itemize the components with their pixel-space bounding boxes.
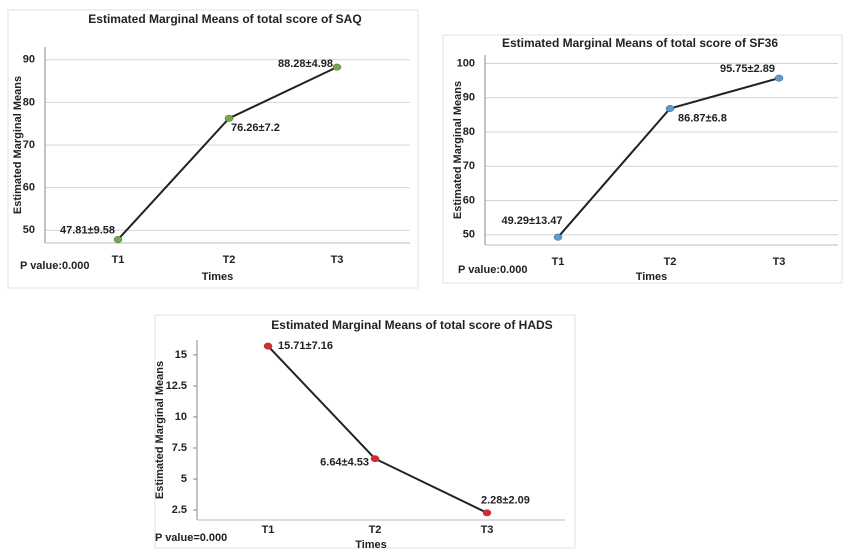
y-tick-label: 60 (463, 194, 475, 206)
x-axis-label: Times (636, 271, 668, 283)
y-tick-label: 15 (175, 349, 187, 361)
data-label: 15.71±7.16 (278, 340, 333, 352)
y-tick-label: 80 (463, 126, 475, 138)
x-tick-label: T2 (664, 256, 677, 268)
y-tick-label: 70 (463, 160, 475, 172)
point (370, 455, 380, 463)
point (263, 342, 273, 350)
x-axis-label: Times (355, 539, 387, 549)
y-tick-label: 5 (181, 473, 187, 485)
annotation: P value:0.000 (458, 264, 528, 276)
point (553, 233, 563, 241)
data-label: 76.26±7.2 (231, 122, 280, 134)
y-tick-label: 80 (23, 96, 35, 108)
y-tick-label: 50 (463, 229, 475, 241)
point (774, 74, 784, 82)
panel (7, 9, 419, 289)
y-tick-label: 7.5 (172, 442, 187, 454)
chart-title: Estimated Marginal Means of total score … (502, 36, 778, 50)
annotation: P value=0.000 (155, 532, 227, 544)
y-tick-label: 10 (175, 411, 187, 423)
x-axis-label: Times (202, 271, 234, 283)
y-tick-label: 90 (463, 92, 475, 104)
x-tick-label: T1 (262, 524, 275, 536)
panel (442, 34, 843, 284)
point (113, 236, 123, 243)
data-label: 95.75±2.89 (720, 63, 775, 75)
chart-title: Estimated Marginal Means of total score … (88, 12, 361, 26)
x-tick-label: T3 (331, 254, 344, 266)
y-tick-label: 90 (23, 54, 35, 66)
y-axis-label: Estimated Marginal Means (154, 361, 166, 499)
data-label: 86.87±6.8 (678, 112, 727, 124)
data-label: 6.64±4.53 (320, 457, 369, 469)
point (332, 63, 342, 71)
y-tick-label: 60 (23, 182, 35, 194)
y-tick-label: 12.5 (166, 380, 187, 392)
point (482, 509, 492, 517)
x-tick-label: T1 (552, 256, 565, 268)
x-tick-label: T1 (112, 254, 125, 266)
data-label: 47.81±9.58 (60, 224, 115, 236)
y-tick-label: 50 (23, 224, 35, 236)
point (224, 114, 234, 122)
chart-title: Estimated Marginal Means of total score … (271, 318, 552, 332)
y-axis-label: Estimated Marginal Means (12, 76, 24, 214)
x-tick-label: T3 (481, 524, 494, 536)
data-label: 49.29±13.47 (501, 215, 562, 227)
point (665, 105, 675, 112)
x-tick-label: T2 (223, 254, 236, 266)
data-label: 88.28±4.98 (278, 58, 333, 70)
y-tick-label: 100 (457, 57, 475, 69)
data-label: 2.28±2.09 (481, 495, 530, 507)
x-tick-label: T2 (369, 524, 382, 536)
y-tick-label: 2.5 (172, 504, 187, 516)
y-tick-label: 70 (23, 139, 35, 151)
annotation: P value:0.000 (20, 260, 90, 272)
panel (154, 314, 576, 549)
y-axis-label: Estimated Marginal Means (452, 81, 464, 219)
x-tick-label: T3 (773, 256, 786, 268)
